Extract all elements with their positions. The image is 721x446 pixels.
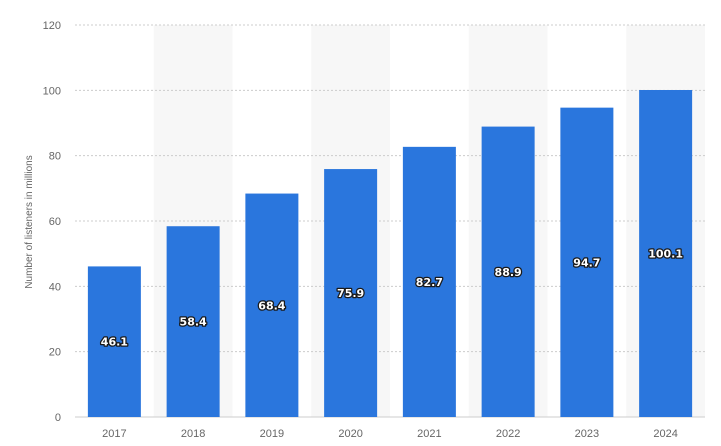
x-tick-label: 2021: [417, 428, 441, 440]
data-label-2021: 82.7: [416, 276, 443, 289]
bar-2022: [481, 126, 535, 418]
y-tick-label: 0: [55, 412, 61, 424]
y-tick-label: 40: [49, 281, 61, 293]
data-label-2022: 88.9: [495, 266, 522, 279]
bars: [87, 90, 693, 418]
data-labels: 46.1 58.4 68.4 75.9 82.7 88.9 94.7 100.1: [100, 246, 685, 350]
data-label-2018: 58.4: [180, 316, 207, 329]
data-label-2024: 100.1: [648, 248, 683, 261]
bar-2017: [87, 266, 141, 417]
x-tick-label: 2023: [575, 428, 599, 440]
x-tick-label: 2018: [181, 428, 205, 440]
x-tick-label: 2020: [338, 428, 362, 440]
y-tick-label: 60: [49, 216, 61, 228]
data-label-2019: 68.4: [258, 299, 285, 312]
bar-2018: [166, 226, 220, 417]
y-tick-label: 100: [43, 85, 61, 97]
bar-2021: [402, 146, 456, 417]
y-axis-label: Number of listeners in millions: [24, 155, 35, 288]
bar-2020: [324, 169, 378, 417]
x-tick-label: 2017: [102, 428, 126, 440]
y-tick-label: 120: [43, 20, 61, 32]
y-axis-ticks: 0 20 40 60 80 100 120: [43, 20, 61, 424]
data-label-2023: 94.7: [573, 256, 600, 269]
data-label-2020: 75.9: [337, 287, 364, 300]
x-tick-label: 2019: [260, 428, 284, 440]
data-label-2017: 46.1: [101, 336, 128, 349]
bar-2023: [560, 107, 614, 417]
bar-2019: [245, 193, 299, 417]
x-tick-label: 2022: [496, 428, 520, 440]
x-axis-ticks: 2017 2018 2019 2020 2021 2022 2023 2024: [102, 428, 678, 440]
bar-2024: [639, 90, 693, 418]
y-tick-label: 80: [49, 151, 61, 163]
x-tick-label: 2024: [653, 428, 677, 440]
y-tick-label: 20: [49, 347, 61, 359]
